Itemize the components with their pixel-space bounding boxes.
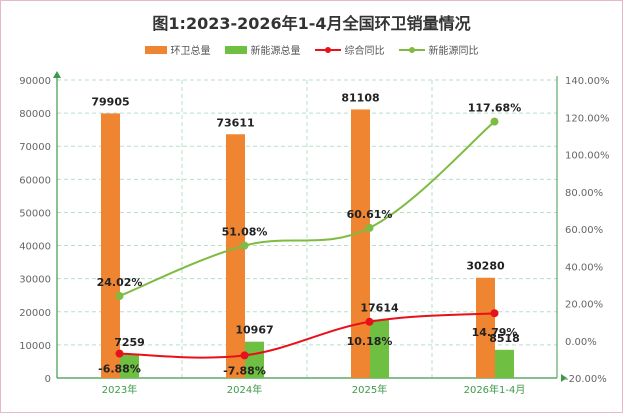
line-series-1 — [119, 312, 495, 359]
bar-1-data-label: 79905 — [91, 95, 129, 108]
line-point-2 — [490, 117, 499, 126]
legend-label-bar2: 新能源总量 — [250, 46, 301, 57]
line-1-data-label: -7.88% — [223, 364, 266, 377]
y-tick-right: 60.00% — [565, 225, 603, 236]
y-tick-right: 20.00% — [565, 300, 603, 311]
legend-swatch-bar1 — [144, 45, 167, 54]
legend-swatch-line2 — [398, 46, 425, 53]
y-tick-left: 90000 — [19, 76, 51, 87]
line-2-data-label: 60.61% — [347, 208, 393, 221]
chart-title: 图1:2023-2026年1-4月全国环卫销量情况 — [152, 14, 471, 33]
y-tick-right: 0.00% — [565, 337, 597, 348]
x-tick-label: 2023年 — [102, 383, 137, 396]
y-tick-right: 80.00% — [565, 188, 603, 199]
y-tick-right: 40.00% — [565, 262, 603, 273]
y-tick-left: 20000 — [19, 308, 51, 319]
line-1-data-label: 10.18% — [347, 335, 393, 348]
line-1-data-label: -6.88% — [98, 363, 141, 376]
y-tick-right: 140.00% — [565, 76, 610, 87]
legend-label-line1: 综合同比 — [344, 46, 385, 57]
bar-1 — [351, 109, 370, 379]
bar-1-data-label: 30280 — [466, 260, 505, 273]
line-1-data-label: 14.79% — [472, 326, 518, 339]
legend-item-bar2: 新能源总量 — [224, 42, 301, 57]
line-point-2 — [365, 223, 374, 232]
legend-item-bar1: 环卫总量 — [144, 42, 211, 57]
bar-2-data-label: 10967 — [235, 324, 273, 337]
bar-2-data-label: 17614 — [360, 302, 399, 315]
line-point-2 — [240, 241, 249, 250]
y-tick-left: 30000 — [19, 275, 51, 286]
line-point-1 — [115, 349, 124, 358]
line-point-2 — [115, 292, 124, 301]
bar-1 — [226, 134, 245, 378]
legend-swatch-line1 — [314, 46, 341, 53]
line-2-data-label: 24.02% — [97, 276, 143, 289]
x-tick-label: 2024年 — [227, 383, 262, 396]
bar-1-data-label: 73611 — [216, 116, 254, 129]
bar-1 — [476, 277, 495, 378]
bar-1 — [101, 113, 120, 379]
bar-2-data-label: 8518 — [489, 332, 520, 345]
line-point-1 — [490, 309, 499, 318]
x-axis-arrow-icon — [561, 374, 567, 382]
bar-2-data-label: 7259 — [114, 336, 145, 349]
bar-2 — [245, 341, 264, 378]
line-point-1 — [240, 351, 249, 360]
y-tick-left: 80000 — [19, 109, 51, 120]
bar-2 — [370, 319, 389, 378]
y-tick-left: 0 — [45, 374, 51, 385]
y-tick-right: 100.00% — [565, 151, 610, 162]
y-tick-left: 10000 — [19, 341, 51, 352]
line-series-2 — [119, 120, 496, 297]
bar-2 — [495, 349, 514, 378]
legend-item-line1: 综合同比 — [314, 42, 385, 57]
legend-label-bar1: 环卫总量 — [170, 46, 211, 57]
chart-legend: 环卫总量 新能源总量 综合同比 新能源同比 — [0, 42, 623, 57]
bar-2 — [120, 353, 139, 378]
y-tick-right: 120.00% — [565, 113, 610, 124]
line-point-1 — [365, 317, 374, 326]
y-tick-left: 40000 — [19, 242, 51, 253]
line-2-data-label: 117.68% — [468, 102, 521, 115]
line-2-data-label: 51.08% — [222, 226, 268, 239]
legend-swatch-bar2 — [224, 45, 247, 54]
bar-1-data-label: 81108 — [341, 91, 379, 104]
y-tick-left: 60000 — [19, 175, 51, 186]
y-tick-right: -20.00% — [565, 374, 607, 385]
y-axis-arrow-icon — [53, 71, 61, 78]
legend-label-line2: 新能源同比 — [428, 46, 479, 57]
x-tick-label: 2025年 — [352, 383, 387, 396]
y-tick-left: 70000 — [19, 142, 51, 153]
x-tick-label: 2026年1-4月 — [464, 383, 526, 396]
legend-item-line2: 新能源同比 — [398, 42, 479, 57]
y-tick-left: 50000 — [19, 208, 51, 219]
